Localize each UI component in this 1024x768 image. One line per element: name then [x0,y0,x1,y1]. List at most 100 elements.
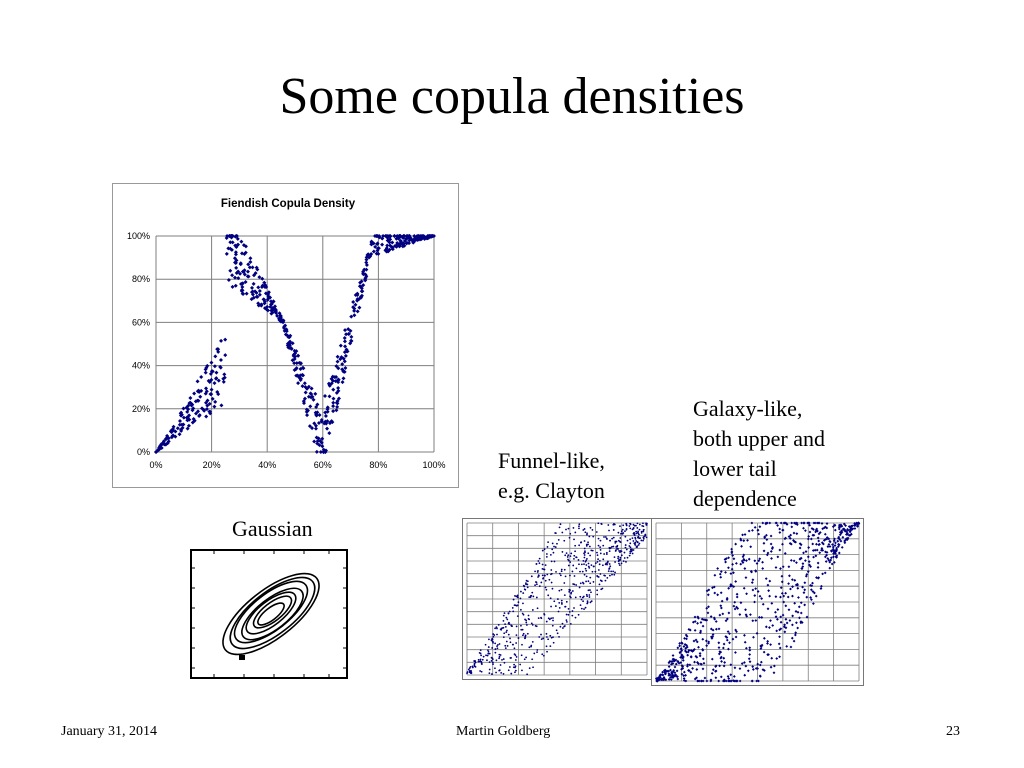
galaxy-point [808,563,811,567]
fiendish-point [175,426,180,431]
galaxy-point [803,588,807,592]
galaxy-point [786,595,790,599]
fiendish-point [212,381,217,386]
funnel-point [582,600,584,603]
galaxy-point [832,539,836,543]
galaxy-point [753,594,757,597]
fiendish-point [222,375,227,380]
funnel-point [496,645,498,648]
fiendish-point [387,240,392,245]
galaxy-point [739,537,743,541]
funnel-point [617,548,619,550]
fiendish-point [336,366,341,371]
galaxy-point [691,649,694,653]
galaxy-point [750,570,753,574]
fiendish-point [400,244,405,249]
galaxy-point [685,650,688,654]
funnel-point [638,528,641,531]
funnel-point [608,563,611,565]
galaxy-point [760,616,764,619]
funnel-point [640,530,643,533]
galaxy-point [818,551,822,555]
funnel-point [514,665,517,667]
funnel-point [525,579,528,582]
fiendish-point [364,260,369,265]
galaxy-point [839,539,843,543]
galaxy-point [774,566,778,569]
galaxy-point [717,652,721,656]
galaxy-point [799,611,803,615]
galaxy-point [787,565,791,569]
fiendish-point [322,421,327,426]
galaxy-point [803,603,807,607]
funnel-point [609,574,611,577]
galaxy-point [709,635,713,639]
funnel-point [495,671,497,674]
galaxy-point [733,679,737,683]
fiendish-point [317,443,322,448]
galaxy-point [804,550,808,553]
galaxy-point [761,567,765,570]
galaxy-point [726,679,730,683]
galaxy-point [814,528,818,532]
galaxy-point [693,660,696,664]
funnel-point [563,594,566,596]
funnel-point [535,625,538,628]
galaxy-point [695,660,699,664]
fiendish-point [208,371,213,376]
galaxy-point [763,536,767,540]
fiendish-point [338,357,343,362]
funnel-point [474,661,477,664]
fiendish-chart-panel: Fiendish Copula Density 0% 20% 40% 60% 80% 10… [112,183,459,488]
funnel-point [538,562,541,565]
funnel-point [599,552,602,555]
fiendish-point [401,241,406,246]
funnel-point [560,570,563,573]
funnel-point [573,575,576,577]
fiendish-point [240,284,245,289]
galaxy-point [790,636,794,640]
funnel-point [486,659,488,662]
fiendish-point [311,397,316,402]
fiendish-point [250,289,255,294]
funnel-grid [466,522,648,676]
fiendish-point [342,335,347,340]
galaxy-point [793,578,797,582]
galaxy-point [754,569,758,573]
galaxy-point [776,617,779,621]
galaxy-point [722,656,726,660]
funnel-point [558,606,561,609]
galaxy-point [829,558,833,562]
galaxy-point [682,679,686,682]
galaxy-point [796,610,800,614]
fiendish-point [256,285,261,290]
funnel-point [514,669,517,672]
fiendish-point [331,387,336,392]
funnel-point [550,573,552,576]
fiendish-point [298,376,303,381]
galaxy-point [740,559,744,563]
galaxy-point [711,635,715,639]
fiendish-point [347,331,352,336]
funnel-point [547,594,550,597]
galaxy-point [771,546,775,549]
funnel-point [600,580,603,582]
funnel-point [504,623,506,626]
galaxy-point [682,670,686,674]
galaxy-point [810,598,813,602]
funnel-point [558,601,561,604]
galaxy-point [695,640,699,644]
funnel-point [549,634,552,637]
funnel-point [574,544,577,547]
funnel-point [554,546,557,548]
fiendish-point [278,315,283,320]
galaxy-point [798,546,802,550]
gaussian-ticks [191,550,347,678]
funnel-point [541,574,544,577]
galaxy-point [717,646,721,650]
galaxy-point [840,530,844,534]
funnel-point [530,622,533,625]
galaxy-point [809,596,813,599]
funnel-point [625,524,628,527]
galaxy-point [841,527,845,531]
